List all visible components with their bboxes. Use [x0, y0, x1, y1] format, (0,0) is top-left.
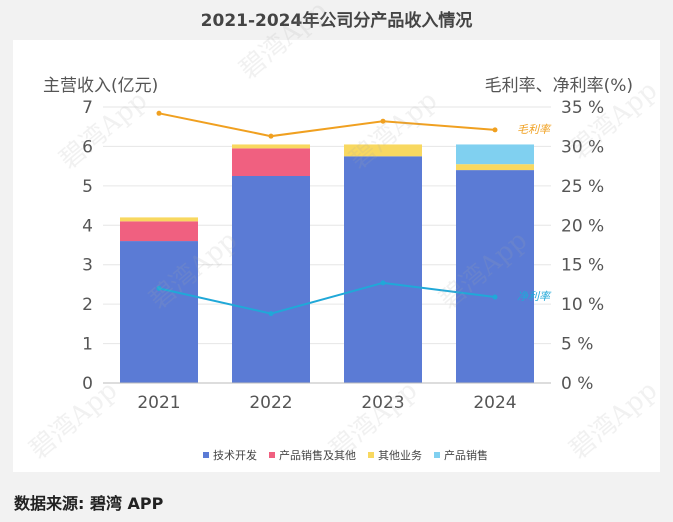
y-left-tick-label: 6 [82, 137, 93, 157]
chart-card: 0 1 2 3 4 5 6 7 0 % 5 % 10 % 15 % 20 % 25 % 30 % 35 % 主营… [13, 40, 660, 472]
chart-svg: 0 1 2 3 4 5 6 7 0 % 5 % 10 % 15 % 20 % 25 % 30 % 35 % 主营… [43, 76, 633, 462]
data-source: 数据来源: 碧湾 APP [14, 494, 164, 513]
rate-point [492, 127, 498, 133]
rate-point [268, 311, 274, 317]
y-right-tick-label: 0 % [561, 374, 593, 394]
y-right-tick-label: 15 % [561, 256, 604, 276]
y-right-tick-label: 10 % [561, 295, 604, 315]
y-left-axis-title: 主营收入(亿元) [43, 76, 158, 96]
legend-label: 产品销售及其他 [279, 448, 356, 462]
bar-segment [456, 164, 534, 171]
bar-segment [120, 221, 198, 242]
legend-label: 其他业务 [378, 449, 422, 462]
bar-segment [456, 170, 534, 383]
rate-point [492, 294, 498, 300]
bar-segment [344, 144, 422, 157]
bar-segment [120, 217, 198, 222]
x-tick-label: 2022 [249, 393, 292, 413]
y-left-tick-label: 0 [82, 374, 93, 394]
y-right-tick-label: 30 % [561, 137, 604, 157]
rate-point [156, 110, 162, 116]
y-right-tick-label: 5 % [561, 335, 593, 355]
rate-point [268, 133, 274, 139]
bar-segment [120, 241, 198, 383]
y-right-tick-label: 35 % [561, 98, 604, 118]
legend-swatch [434, 452, 440, 458]
x-tick-label: 2024 [473, 393, 516, 413]
bar-segment [232, 176, 310, 383]
y-left-tick-label: 4 [82, 216, 93, 236]
y-left-tick-label: 2 [82, 295, 93, 315]
rate-point [380, 280, 386, 286]
chart-title: 2021-2024年公司分产品收入情况 [200, 11, 473, 31]
x-tick-label: 2023 [361, 393, 404, 413]
legend-label: 产品销售 [444, 448, 488, 462]
legend-swatch [269, 452, 275, 458]
rate-line [158, 112, 496, 138]
rate-line-label: 毛利率 [517, 123, 552, 136]
legend-label: 技术开发 [213, 448, 257, 462]
y-right-tick-label: 25 % [561, 177, 604, 197]
rate-point [156, 285, 162, 291]
bar-segment [456, 144, 534, 165]
y-right-axis-title: 毛利率、净利率(%) [485, 76, 633, 96]
legend-swatch [368, 452, 374, 458]
rate-line [158, 281, 496, 315]
y-left-tick-label: 7 [82, 98, 93, 118]
y-left-tick-label: 1 [82, 335, 93, 355]
bar-segment [232, 144, 310, 149]
bar-segment [344, 156, 422, 383]
rate-line-label: 净利率 [517, 290, 552, 303]
legend-swatch [203, 452, 209, 458]
rate-point [380, 118, 386, 124]
x-tick-label: 2021 [137, 393, 180, 413]
bar-segment [232, 148, 310, 176]
y-left-tick-label: 5 [82, 177, 93, 197]
y-right-tick-label: 20 % [561, 216, 604, 236]
y-left-tick-label: 3 [82, 256, 93, 276]
